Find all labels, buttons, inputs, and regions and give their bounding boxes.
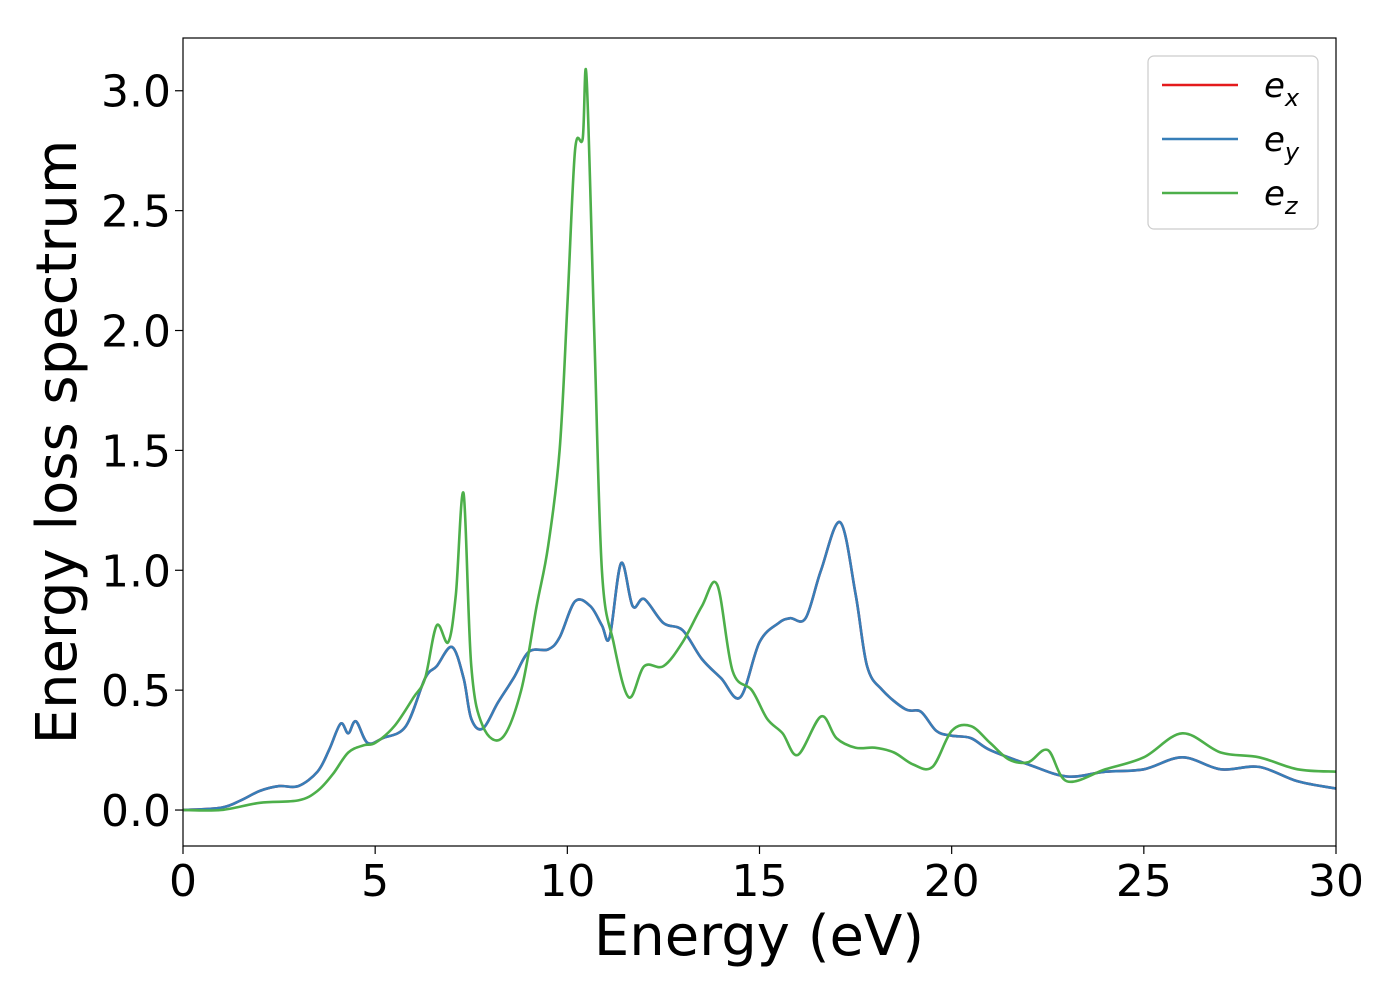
y-tick-label: 0.5: [101, 666, 171, 717]
y-tick-label: 0.0: [101, 786, 171, 837]
x-tick-label: 5: [361, 856, 389, 907]
y-tick-label: 3.0: [101, 67, 171, 118]
legend-box: [1147, 55, 1319, 230]
x-axis-label: Energy (eV): [594, 904, 924, 969]
x-tick-label: 30: [1308, 856, 1364, 907]
y-tick-label: 1.5: [101, 426, 171, 477]
plot-area: [183, 67, 1336, 812]
x-tick-label: 10: [539, 856, 595, 907]
legend-label-z: ez: [1264, 174, 1299, 220]
legend-label-y: ey: [1264, 120, 1300, 166]
y-axis-label: Energy loss spectrum: [25, 140, 90, 745]
series-line-z: [183, 67, 1336, 812]
series-line-y: [183, 520, 1336, 812]
x-tick-label: 25: [1116, 856, 1172, 907]
x-axis: 0 5 10 15 20 25 30: [169, 846, 1364, 907]
y-tick-label: 2.0: [101, 307, 171, 358]
x-tick-label: 15: [732, 856, 788, 907]
x-tick-label: 20: [924, 856, 980, 907]
legend: ex ey ez: [1147, 55, 1319, 230]
y-axis: 0.0 0.5 1.0 1.5 2.0 2.5 3.0: [101, 67, 183, 837]
series-layer: [183, 67, 1336, 812]
x-tick-label: 0: [169, 856, 197, 907]
y-tick-label: 2.5: [101, 187, 171, 238]
y-tick-label: 1.0: [101, 546, 171, 597]
legend-label-x: ex: [1264, 66, 1300, 112]
